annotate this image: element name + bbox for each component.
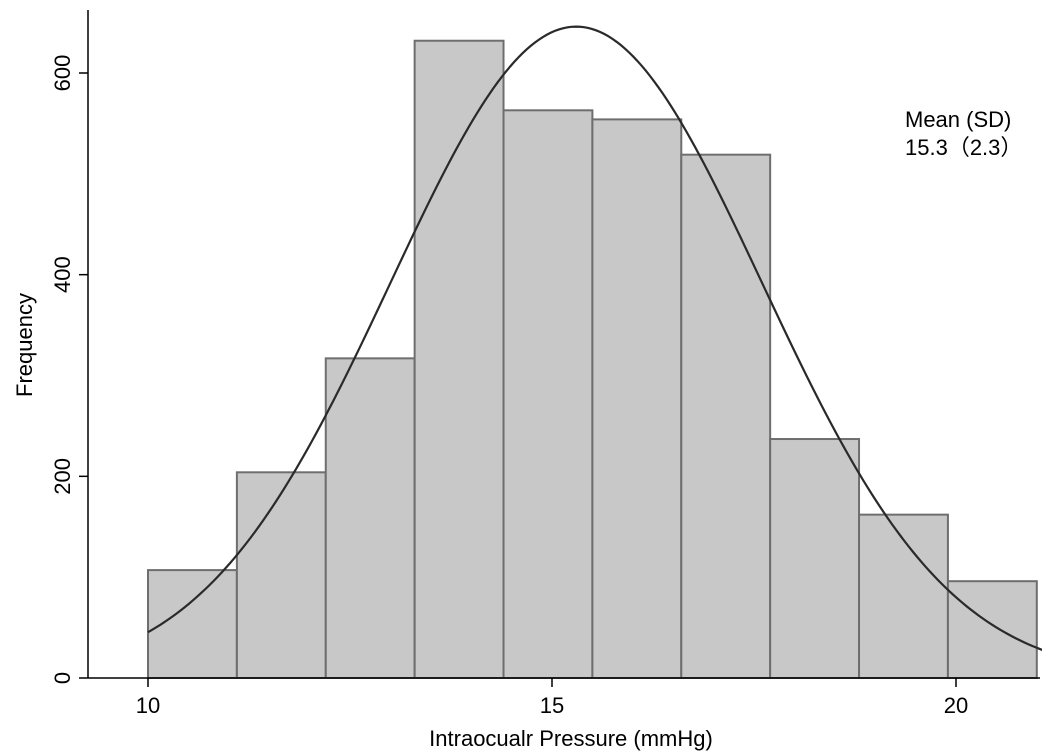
x-tick-label: 15 — [540, 693, 564, 718]
histogram-bar — [858, 513, 949, 680]
x-axis-label: Intraocualr Pressure (mmHg) — [429, 726, 713, 751]
histogram-bars — [147, 39, 1038, 680]
y-tick-label: 600 — [50, 55, 75, 92]
annotation-mean-sd-heading: Mean (SD) — [905, 107, 1011, 132]
histogram-bar — [235, 471, 327, 679]
y-tick-label: 0 — [50, 672, 75, 684]
histogram-bar — [591, 118, 683, 679]
x-tick-label: 10 — [136, 693, 160, 718]
histogram-bar — [413, 39, 505, 679]
x-tick-label: 20 — [944, 693, 968, 718]
y-tick-label: 400 — [50, 256, 75, 293]
histogram-bar — [946, 580, 1038, 680]
normal-curve — [147, 25, 1042, 651]
histogram-bar — [769, 438, 861, 679]
y-axis-ticks: 0 200 400 600 — [50, 55, 88, 684]
histogram-bar — [502, 109, 594, 679]
annotation-mean-sd-value: 15.3（2.3） — [905, 135, 1022, 160]
y-tick-label: 200 — [50, 458, 75, 495]
histogram-bar — [324, 357, 416, 679]
y-axis-label: Frequency — [12, 293, 37, 397]
histogram-bar — [680, 153, 772, 680]
x-axis-ticks: 10 15 20 — [136, 678, 968, 718]
